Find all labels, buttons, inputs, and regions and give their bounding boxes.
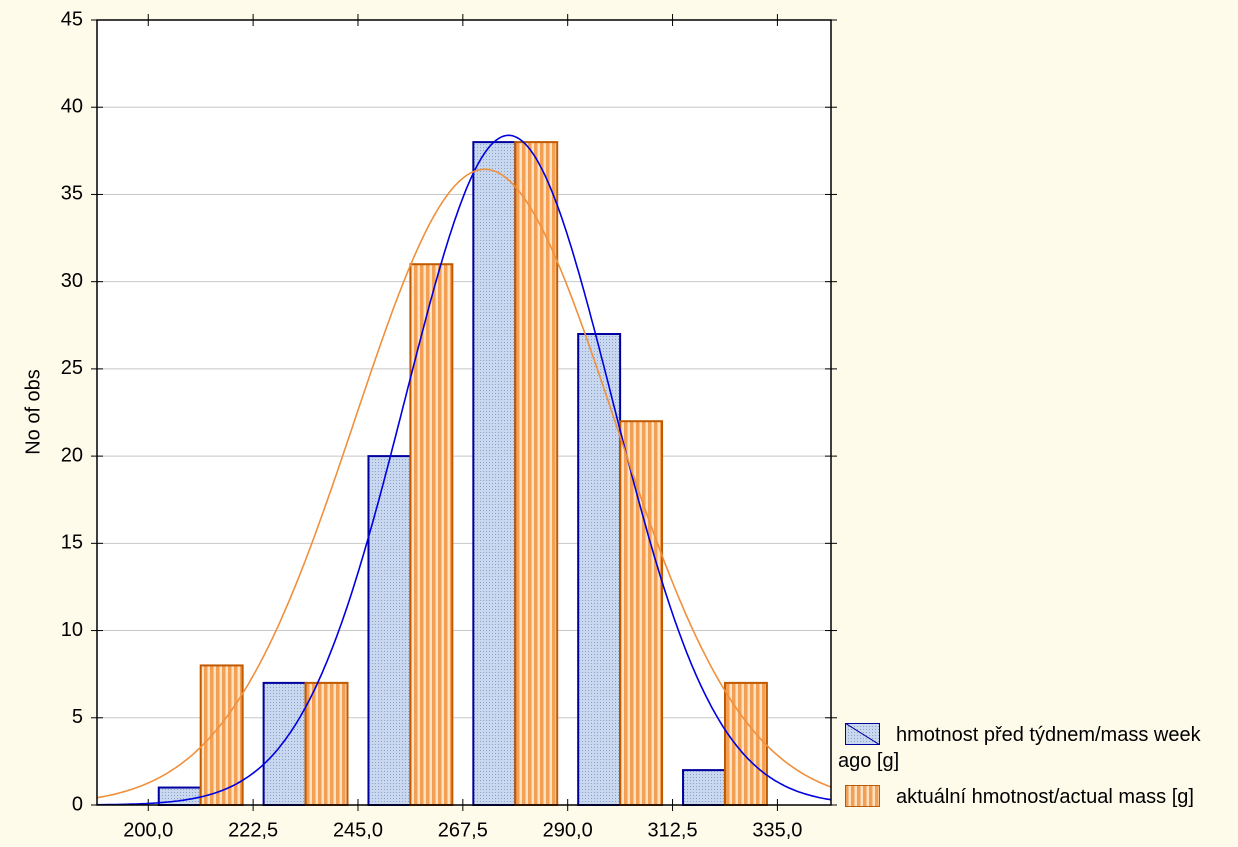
bar [304,681,349,807]
x-tick-label: 222,5 [228,819,278,841]
bar [682,769,726,806]
x-tick-label: 267,5 [438,819,488,841]
y-tick-label: 45 [61,8,83,30]
y-tick-label: 15 [61,532,83,554]
y-tick-label: 25 [61,357,83,379]
y-tick-label: 35 [61,183,83,205]
bar [262,681,307,807]
bar [367,455,412,806]
x-tick-label: 245,0 [333,819,383,841]
bar [472,141,517,807]
plot-frame [96,19,832,806]
x-tick-label: 335,0 [752,819,802,841]
legend-label: aktuální hmotnost/actual mass [g] [896,786,1194,808]
normal-fit-curve [96,168,832,799]
y-tick-label: 20 [61,444,83,466]
y-axis-label: No of obs [22,369,44,455]
legend-label: hmotnost před týdnem/mass week ago [g] [838,724,1201,772]
bar [619,420,664,806]
normal-fit-curve [96,134,832,806]
legend-swatch [845,785,880,807]
x-tick-label: 200,0 [123,819,173,841]
bar [199,664,244,807]
legend-swatch [844,722,881,746]
y-tick-label: 10 [61,619,83,641]
y-tick-label: 5 [72,706,83,728]
y-tick-label: 40 [61,96,83,118]
x-tick-label: 312,5 [648,819,698,841]
legend-entry: aktuální hmotnost/actual mass [g] [838,784,1236,810]
bar [514,141,559,807]
legend-entry: hmotnost před týdnem/mass week ago [g] [838,722,1236,774]
y-tick-label: 30 [61,270,83,292]
x-tick-label: 290,0 [543,819,593,841]
y-tick-label: 0 [72,793,83,815]
bar [409,263,454,806]
